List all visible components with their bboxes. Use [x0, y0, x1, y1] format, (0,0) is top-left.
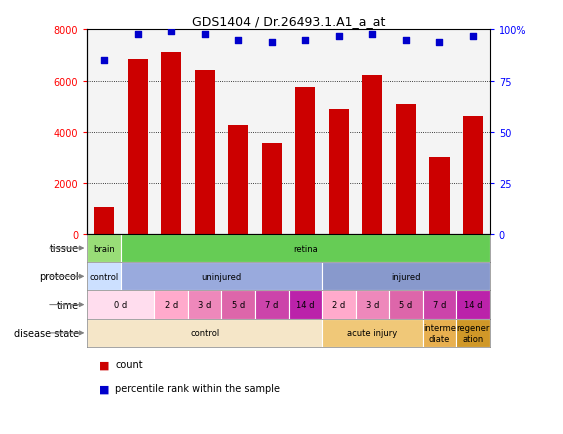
Text: 0 d: 0 d — [114, 300, 127, 309]
Bar — [456, 30, 490, 234]
Bar — [423, 291, 456, 319]
Text: 7 d: 7 d — [265, 300, 279, 309]
Bar — [87, 319, 322, 347]
Text: control: control — [190, 329, 220, 338]
Bar — [195, 71, 215, 234]
Bar — [87, 263, 121, 291]
Text: time: time — [57, 300, 79, 310]
Text: control: control — [90, 272, 119, 281]
Bar — [329, 109, 349, 234]
Bar — [262, 144, 282, 234]
Text: injured: injured — [391, 272, 421, 281]
Text: protocol: protocol — [39, 272, 79, 282]
Text: 2 d: 2 d — [164, 300, 178, 309]
Point — [334, 33, 343, 40]
Bar — [322, 319, 423, 347]
Bar — [389, 291, 423, 319]
Text: count: count — [115, 360, 143, 369]
Bar — [456, 319, 490, 347]
Text: retina: retina — [293, 244, 318, 253]
Title: GDS1404 / Dr.26493.1.A1_a_at: GDS1404 / Dr.26493.1.A1_a_at — [192, 15, 385, 28]
Bar — [289, 291, 322, 319]
Point — [368, 31, 377, 38]
Bar — [161, 53, 181, 234]
Bar — [255, 30, 289, 234]
Text: 7 d: 7 d — [433, 300, 446, 309]
Text: 5 d: 5 d — [231, 300, 245, 309]
Bar — [356, 30, 389, 234]
Text: 14 d: 14 d — [464, 300, 482, 309]
Point — [401, 37, 410, 44]
Bar — [322, 30, 356, 234]
Bar — [188, 30, 221, 234]
Bar — [94, 207, 114, 234]
Bar — [456, 291, 490, 319]
Text: 2 d: 2 d — [332, 300, 346, 309]
Text: 3 d: 3 d — [198, 300, 211, 309]
Bar — [221, 30, 255, 234]
Point — [133, 31, 142, 38]
Point — [267, 39, 276, 46]
Point — [468, 33, 477, 40]
Text: acute injury: acute injury — [347, 329, 397, 338]
Bar — [228, 126, 248, 234]
Bar — [289, 30, 322, 234]
Bar — [396, 104, 416, 234]
Bar — [423, 319, 456, 347]
Bar — [430, 158, 449, 234]
Bar — [87, 234, 121, 263]
Bar — [87, 30, 121, 234]
Point — [100, 57, 109, 64]
Bar — [322, 263, 490, 291]
Bar — [322, 291, 356, 319]
Text: ■: ■ — [99, 384, 109, 393]
Point — [301, 37, 310, 44]
Bar — [154, 30, 188, 234]
Bar — [87, 291, 154, 319]
Text: regener
ation: regener ation — [457, 323, 490, 343]
Text: 3 d: 3 d — [366, 300, 379, 309]
Point — [167, 29, 176, 36]
Point — [200, 31, 209, 38]
Text: brain: brain — [93, 244, 115, 253]
Text: tissue: tissue — [50, 243, 79, 253]
Bar — [295, 88, 315, 234]
Text: disease state: disease state — [14, 328, 79, 338]
Text: ■: ■ — [99, 360, 109, 369]
Text: uninjured: uninjured — [202, 272, 242, 281]
Text: percentile rank within the sample: percentile rank within the sample — [115, 384, 280, 393]
Bar — [128, 60, 148, 234]
Point — [435, 39, 444, 46]
Bar — [221, 291, 255, 319]
Text: interme
diate: interme diate — [423, 323, 456, 343]
Bar — [121, 263, 322, 291]
Bar — [389, 30, 423, 234]
Bar — [154, 291, 188, 319]
Text: 5 d: 5 d — [399, 300, 413, 309]
Bar — [463, 117, 483, 234]
Bar — [356, 291, 389, 319]
Bar — [423, 30, 456, 234]
Bar — [188, 291, 221, 319]
Point — [234, 37, 243, 44]
Text: 14 d: 14 d — [296, 300, 315, 309]
Bar — [121, 30, 154, 234]
Bar — [255, 291, 289, 319]
Bar — [363, 76, 382, 234]
